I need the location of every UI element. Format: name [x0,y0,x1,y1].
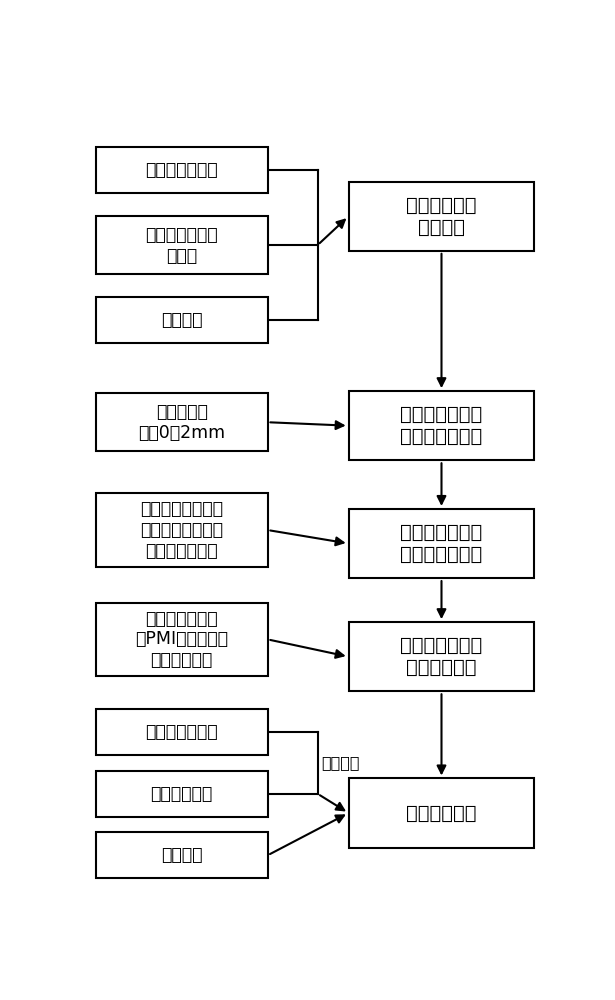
Text: 分散剂、助剂、
固化剂: 分散剂、助剂、 固化剂 [145,226,218,265]
Text: 预浸玻璃纤维布: 预浸玻璃纤维布 [145,723,218,741]
FancyBboxPatch shape [349,622,534,691]
Text: 电磁参数突变层
的构造和加入: 电磁参数突变层 的构造和加入 [400,636,483,677]
Text: 环氧树脂: 环氧树脂 [161,311,202,329]
FancyBboxPatch shape [96,493,268,567]
FancyBboxPatch shape [96,216,268,274]
FancyBboxPatch shape [96,771,268,817]
FancyBboxPatch shape [349,778,534,848]
Text: 真空袋法: 真空袋法 [322,755,360,770]
Text: 树脂中氧化石
墨烯分散: 树脂中氧化石 墨烯分散 [407,196,477,237]
FancyBboxPatch shape [96,603,268,676]
FancyBboxPatch shape [349,509,534,578]
FancyBboxPatch shape [96,393,268,451]
FancyBboxPatch shape [96,709,268,755]
FancyBboxPatch shape [96,297,268,343]
FancyBboxPatch shape [349,391,534,460]
Text: 氧化石墨烯粉体: 氧化石墨烯粉体 [145,161,218,179]
Text: 按照浓度渐变铺层
由空气层至反射层
浓度呈升高趋势: 按照浓度渐变铺层 由空气层至反射层 浓度呈升高趋势 [140,500,223,560]
FancyBboxPatch shape [96,147,268,193]
Text: 流延法刮膜
单层0．2mm: 流延法刮膜 单层0．2mm [138,403,225,442]
FancyBboxPatch shape [349,182,534,251]
Text: 磁损耗层: 磁损耗层 [161,846,202,864]
Text: 半固化氧化石墨
烯介电薄膜制备: 半固化氧化石墨 烯介电薄膜制备 [400,405,483,446]
Text: 介电薄膜层间插
入PMI泡沫，构造
电磁参数突变: 介电薄膜层间插 入PMI泡沫，构造 电磁参数突变 [135,610,228,669]
Text: 氧化石墨烯介电
薄膜梯度化铺层: 氧化石墨烯介电 薄膜梯度化铺层 [400,523,483,564]
Text: 多层复合成型: 多层复合成型 [407,804,477,822]
Text: 预浸碳纤维布: 预浸碳纤维布 [151,785,213,803]
FancyBboxPatch shape [96,832,268,878]
